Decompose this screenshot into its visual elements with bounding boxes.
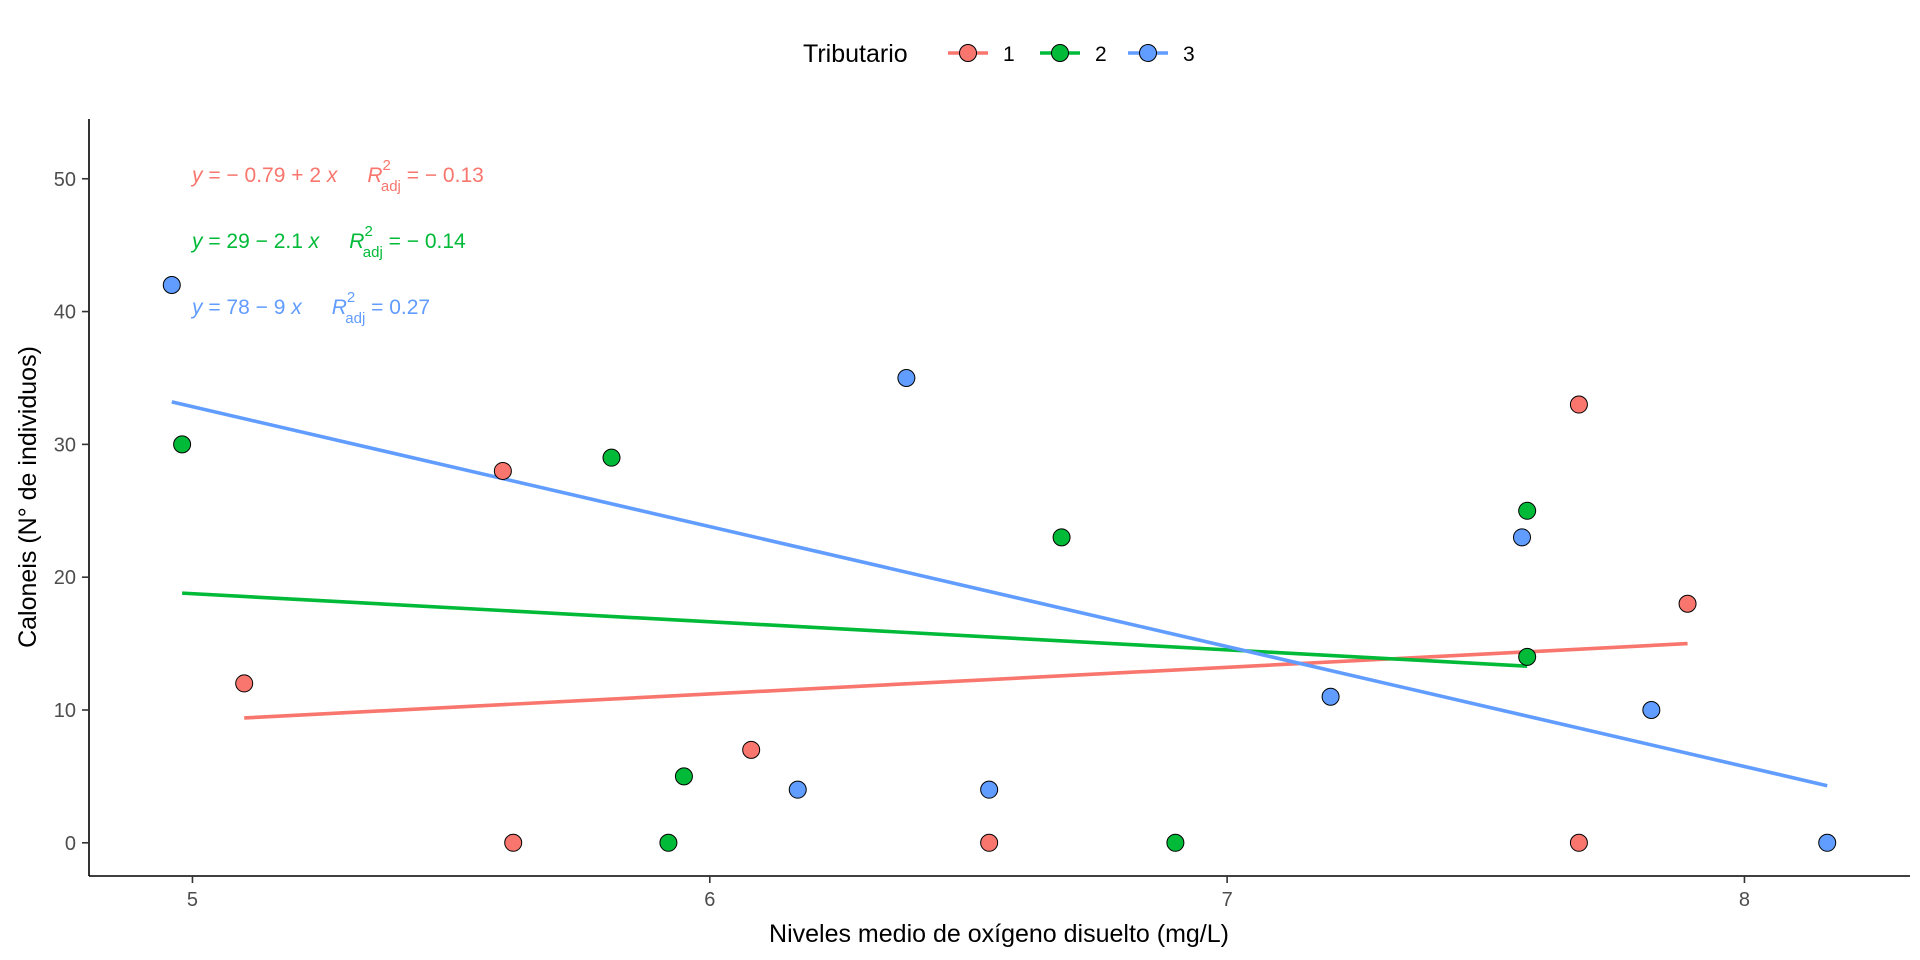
data-point-series-2 [1052, 528, 1071, 547]
equation-r-label: R [349, 230, 364, 253]
regression-equation-series-3: y = 78 − 9 x R2 adj = 0.27 [190, 289, 430, 327]
axes: 5 6 7 8 0 10 20 30 40 50 [54, 119, 1910, 911]
equation-lhs: y [190, 230, 204, 253]
x-tick-label: 6 [704, 889, 715, 911]
fit-line-series-1 [244, 641, 1688, 720]
equation-rhs: = 29 − 2.1 [203, 230, 309, 253]
legend-key-point [1139, 44, 1157, 62]
data-point-series-1 [980, 833, 999, 852]
y-tick-label: 20 [54, 567, 76, 589]
equation-r-label: R [332, 296, 347, 319]
legend-label: 2 [1095, 43, 1107, 66]
equation-r-sub: adj [363, 244, 383, 261]
equation-r-value: = 0.27 [365, 296, 430, 319]
equation-lhs: y [190, 164, 204, 187]
data-point-series-1 [1678, 594, 1697, 613]
x-axis-title: Niveles medio de oxígeno disuelto (mg/L) [769, 920, 1229, 948]
equation-r-label: R [367, 164, 382, 187]
x-tick-label: 5 [187, 889, 198, 911]
equation-r-sup: 2 [383, 157, 391, 174]
y-tick-label: 40 [54, 302, 76, 324]
y-axis-title: Caloneis (N° de individuos) [14, 346, 42, 648]
data-point-series-2 [1518, 647, 1537, 666]
data-point-series-3 [1513, 528, 1532, 547]
equation-r-value: = − 0.14 [383, 230, 466, 253]
data-point-series-2 [1166, 833, 1185, 852]
y-tick-label: 0 [65, 833, 76, 855]
legend: Tributario 1 2 3 [803, 40, 1195, 68]
legend-label: 3 [1183, 43, 1195, 66]
data-point-series-2 [602, 448, 621, 467]
data-point-series-1 [504, 833, 523, 852]
data-point-series-1 [742, 740, 761, 759]
x-tick-label: 7 [1222, 889, 1233, 911]
x-tick-label: 8 [1739, 889, 1750, 911]
fit-line-series-2 [182, 591, 1528, 668]
equation-rhs: = 78 − 9 [203, 296, 292, 319]
fit-line-series-3 [171, 400, 1828, 788]
equation-r-sup: 2 [364, 223, 372, 240]
equation-rhs: = − 0.79 + 2 [203, 164, 327, 187]
equation-xvar: x [290, 296, 303, 319]
data-point-series-1 [235, 674, 254, 693]
regression-equation-series-2: y = 29 − 2.1 x R2 adj = − 0.14 [190, 223, 466, 261]
equation-r-value: = − 0.13 [401, 164, 484, 187]
data-point-series-3 [1818, 833, 1837, 852]
data-point-series-2 [659, 833, 678, 852]
data-point-series-3 [980, 780, 999, 799]
equation-xvar: x [326, 164, 339, 187]
legend-key-point [1051, 44, 1069, 62]
y-tick-label: 50 [54, 169, 76, 191]
equation-lhs: y [190, 296, 204, 319]
data-point-series-3 [1321, 687, 1340, 706]
legend-label: 1 [1003, 43, 1015, 66]
legend-title: Tributario [803, 40, 908, 68]
data-point-series-1 [1569, 833, 1588, 852]
data-point-series-3 [788, 780, 807, 799]
y-tick-label: 10 [54, 700, 76, 722]
data-point-series-2 [1518, 501, 1537, 520]
data-point-series-2 [173, 435, 192, 454]
data-point-series-2 [674, 767, 693, 786]
data-point-series-3 [897, 368, 916, 387]
legend-key-point [959, 44, 977, 62]
plot-area: y = − 0.79 + 2 x R2 adj = − 0.13y = 29 − 2… [162, 157, 1837, 852]
equation-xvar: x [308, 230, 321, 253]
data-point-series-1 [1569, 395, 1588, 414]
equation-r-sup: 2 [347, 289, 355, 306]
y-tick-label: 30 [54, 434, 76, 456]
data-point-series-1 [493, 461, 512, 480]
equation-r-sub: adj [345, 310, 365, 327]
regression-equation-series-1: y = − 0.79 + 2 x R2 adj = − 0.13 [190, 157, 484, 195]
equation-r-sub: adj [381, 178, 401, 195]
data-point-series-3 [162, 276, 181, 295]
data-point-series-3 [1642, 700, 1661, 719]
